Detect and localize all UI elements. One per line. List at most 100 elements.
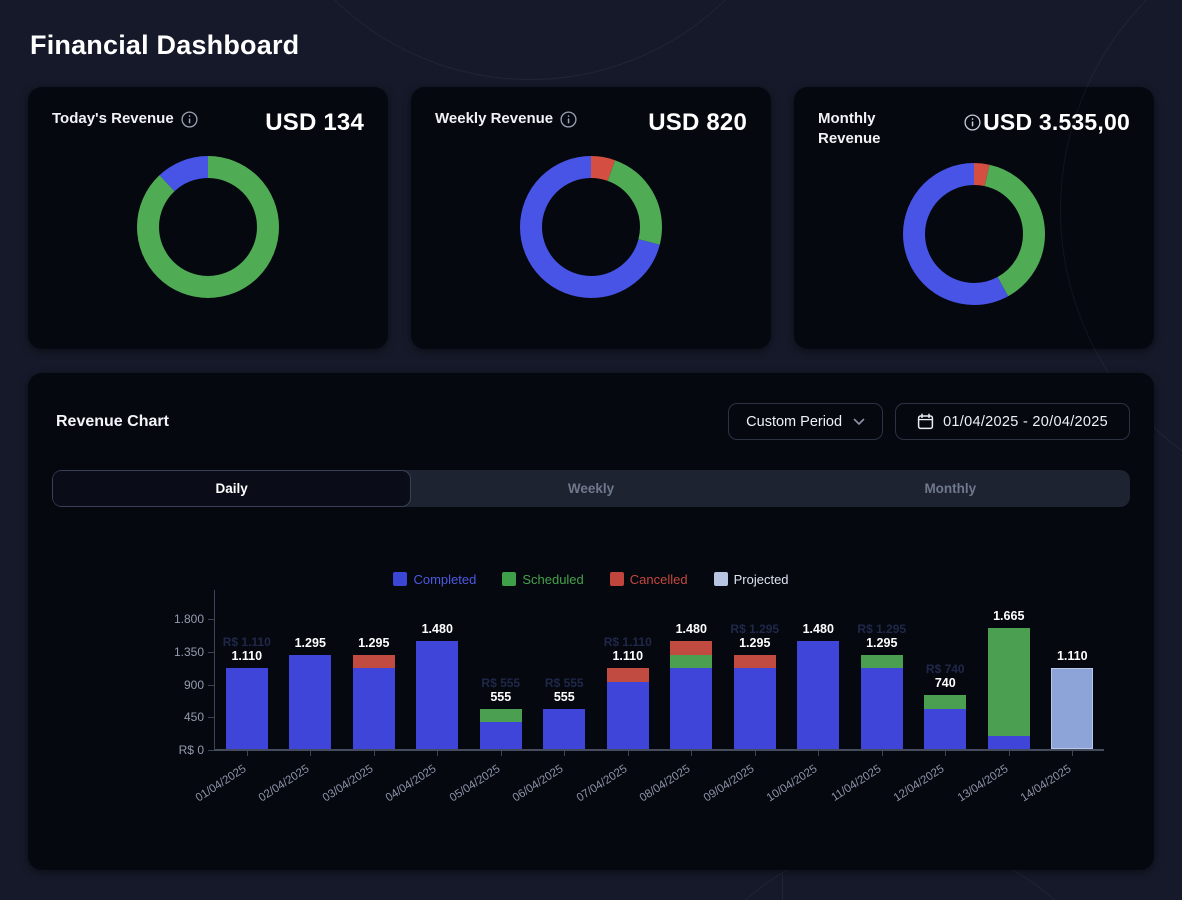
x-axis-label: 11/04/2025 <box>829 763 884 804</box>
x-axis-label: 03/04/2025 <box>320 763 376 805</box>
bar-segment-completed <box>606 681 649 749</box>
revenue-chart-card: Revenue Chart Custom Period 01/04/202 <box>28 373 1154 870</box>
bar-08/04/2025[interactable]: 1.480 <box>660 588 724 749</box>
y-axis-label: R$ 0 <box>178 743 204 757</box>
tab-daily[interactable]: Daily <box>52 470 412 507</box>
todays-revenue-value: USD 134 <box>265 109 364 136</box>
bar-02/04/2025[interactable]: 1.295 <box>279 588 343 749</box>
bar-segment-completed <box>987 735 1030 749</box>
y-axis-label: 1.350 <box>173 644 204 659</box>
bar-value-label: 1.295 <box>866 635 898 650</box>
bar-segment-cancelled <box>352 654 395 669</box>
info-icon[interactable] <box>964 114 981 131</box>
legend-item-scheduled: Scheduled <box>502 572 584 587</box>
x-axis-tick <box>754 751 756 756</box>
info-icon[interactable] <box>560 111 577 128</box>
bar-14/04/2025[interactable]: 1.110 <box>1041 588 1105 749</box>
bar-segment-cancelled <box>606 668 649 682</box>
bar-05/04/2025[interactable]: 555 R$ 555 <box>469 588 533 749</box>
bar-03/04/2025[interactable]: 1.295 <box>342 588 406 749</box>
monthly-revenue-value: USD 3.535,00 <box>983 109 1130 135</box>
bar-value-label: 1.480 <box>675 622 707 637</box>
kpi-row: Today's Revenue USD 134 Weekly Revenue <box>28 87 1154 349</box>
x-axis-label: 01/04/2025 <box>193 763 249 805</box>
weekly-revenue-card: Weekly Revenue USD 820 <box>411 87 771 349</box>
bar-segment-scheduled <box>924 695 966 709</box>
bar-04/04/2025[interactable]: 1.480 <box>406 588 470 749</box>
x-axis-tick <box>564 751 566 756</box>
bar-06/04/2025[interactable]: 555 R$ 555 <box>533 588 597 749</box>
x-axis-tick <box>945 751 947 756</box>
bar-value-label: 1.480 <box>802 622 834 637</box>
custom-period-dropdown[interactable]: Custom Period <box>728 403 884 440</box>
bar-value-label: 1.295 <box>294 635 326 650</box>
bar-ghost-label: R$ 1.110 <box>222 635 271 650</box>
bar-09/04/2025[interactable]: 1.295 R$ 1.295 <box>723 588 787 749</box>
bar-12/04/2025[interactable]: 740 R$ 740 <box>914 588 978 749</box>
completed-swatch <box>393 572 408 586</box>
bar-07/04/2025[interactable]: 1.110 R$ 1.110 <box>596 588 660 749</box>
bar-value-label: 1.295 <box>739 635 771 650</box>
bar-value-label: 1.110 <box>612 649 644 664</box>
y-axis: 1.800 1.350 900 450 R$ 0 <box>164 590 214 757</box>
y-axis-tick <box>208 717 214 719</box>
bar-10/04/2025[interactable]: 1.480 <box>787 588 851 749</box>
y-axis-label: 900 <box>183 677 204 692</box>
bar-ghost-label: R$ 1.110 <box>603 635 652 650</box>
bar-segment-scheduled <box>670 654 712 669</box>
date-range-picker[interactable]: 01/04/2025 - 20/04/2025 <box>895 403 1130 440</box>
todays-revenue-card: Today's Revenue USD 134 <box>28 87 388 349</box>
bar-segment-completed <box>416 641 458 749</box>
bar-segment-completed <box>924 708 966 749</box>
bar-segment-completed <box>860 668 903 749</box>
bar-13/04/2025[interactable]: 1.665 <box>977 588 1041 749</box>
bar-value-label: 740 <box>934 676 956 691</box>
x-axis-tick <box>881 751 883 756</box>
x-axis-label: 02/04/2025 <box>256 763 312 805</box>
chevron-down-icon <box>853 418 865 425</box>
bar-ghost-label: R$ 555 <box>544 675 584 690</box>
bar-segment-scheduled <box>479 708 522 723</box>
bar-value-label: 1.665 <box>993 608 1025 623</box>
bar-segment-completed <box>289 654 331 749</box>
bar-11/04/2025[interactable]: 1.295 R$ 1.295 <box>850 588 914 749</box>
tab-weekly[interactable]: Weekly <box>567 481 615 496</box>
period-tabbar: Daily Weekly Monthly <box>52 470 1130 507</box>
x-axis-tick <box>691 751 693 756</box>
x-axis-label: 07/04/2025 <box>574 763 630 805</box>
y-axis-label: 1.800 <box>173 612 204 626</box>
cancelled-swatch <box>609 572 624 586</box>
x-axis-label: 04/04/2025 <box>383 763 439 805</box>
bar-ghost-label: R$ 555 <box>481 675 521 690</box>
chart-legend: Completed Scheduled Cancelled Projected <box>52 570 1130 588</box>
bar-value-label: 555 <box>490 689 512 704</box>
bar-01/04/2025[interactable]: 1.110 R$ 1.110 <box>215 588 279 749</box>
calendar-icon <box>917 413 934 430</box>
x-axis-label: 05/04/2025 <box>447 763 503 805</box>
bar-value-label: 1.110 <box>231 649 263 664</box>
x-axis-label: 06/04/2025 <box>510 763 566 805</box>
bar-value-label: 1.480 <box>421 622 453 637</box>
bar-value-label: 1.110 <box>1056 649 1088 664</box>
x-axis-tick <box>818 751 820 756</box>
legend-item-cancelled: Cancelled <box>609 572 688 587</box>
decorative-line <box>782 874 783 900</box>
x-axis-label: 10/04/2025 <box>764 763 820 805</box>
x-axis-tick <box>310 751 312 756</box>
y-axis-label: 450 <box>183 710 204 725</box>
legend-item-completed: Completed <box>393 572 476 587</box>
bar-segment-completed <box>797 641 839 749</box>
bar-segment-completed <box>670 668 712 749</box>
x-axis-tick <box>437 751 439 756</box>
todays-revenue-donut-chart <box>137 156 279 298</box>
y-axis-tick <box>208 619 214 620</box>
stacked-bar-chart: 1.800 1.350 900 450 R$ 0 1.110 R$ 1.110 1.295 1… <box>164 590 1104 813</box>
weekly-revenue-label: Weekly Revenue <box>435 110 554 127</box>
bar-segment-cancelled <box>733 654 776 669</box>
x-axis: 01/04/2025 02/04/2025 03/04/2025 04/04/2025… <box>193 751 1104 813</box>
info-icon[interactable] <box>181 111 198 128</box>
x-axis-label: 08/04/2025 <box>637 763 693 805</box>
tab-monthly[interactable]: Monthly <box>924 481 977 496</box>
scheduled-swatch <box>502 572 517 586</box>
